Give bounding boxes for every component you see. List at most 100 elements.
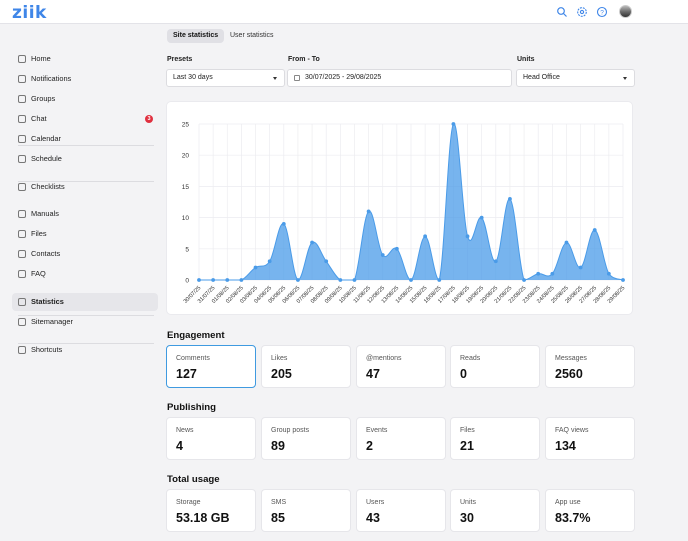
stat-card-users[interactable]: Users 43 bbox=[356, 489, 446, 532]
data-point bbox=[592, 228, 597, 232]
sidebar-item-label: Manuals bbox=[31, 209, 59, 218]
data-point bbox=[606, 271, 611, 276]
area-chart: 051015202530/07/2531/07/2501/08/2502/08/… bbox=[182, 122, 627, 305]
stat-value: 2560 bbox=[555, 367, 583, 381]
y-tick-label: 0 bbox=[185, 278, 189, 285]
calendar-icon bbox=[294, 75, 300, 81]
y-tick-label: 20 bbox=[182, 153, 190, 160]
sidebar-item-label: Schedule bbox=[31, 154, 62, 163]
search-icon[interactable] bbox=[556, 6, 568, 18]
sidebar-item-home[interactable]: Home bbox=[12, 50, 158, 68]
stat-value: 47 bbox=[366, 367, 380, 381]
sidebar-item-sitemanager[interactable]: Sitemanager bbox=[12, 313, 158, 331]
statistics-icon bbox=[18, 298, 26, 306]
stat-label: Comments bbox=[176, 355, 210, 362]
stat-card-units[interactable]: Units 30 bbox=[450, 489, 540, 532]
link-icon bbox=[18, 346, 26, 354]
presets-select[interactable]: Last 30 days bbox=[166, 69, 285, 87]
sidebar-divider bbox=[18, 145, 154, 146]
sidebar-item-label: Contacts bbox=[31, 249, 61, 258]
stat-card-app-use[interactable]: App use 83.7% bbox=[545, 489, 635, 532]
stat-label: Storage bbox=[176, 499, 201, 506]
sidebar-item-statistics[interactable]: Statistics bbox=[12, 293, 158, 311]
sidebar-item-files[interactable]: Files bbox=[12, 225, 158, 243]
data-point bbox=[465, 234, 470, 239]
presets-value: Last 30 days bbox=[173, 74, 213, 81]
faq-icon bbox=[18, 270, 26, 278]
stat-card-likes[interactable]: Likes 205 bbox=[261, 345, 351, 388]
sidebar-divider bbox=[18, 181, 154, 182]
home-icon bbox=[18, 55, 26, 63]
files-icon bbox=[18, 230, 26, 238]
sidebar-item-chat[interactable]: Chat 3 bbox=[12, 110, 158, 128]
stat-label: Events bbox=[366, 427, 388, 434]
data-point bbox=[338, 278, 343, 282]
data-point bbox=[197, 278, 201, 282]
help-icon[interactable]: ? bbox=[596, 6, 608, 18]
sidebar-item-checklists[interactable]: Checklists bbox=[12, 178, 158, 196]
stat-label: FAQ views bbox=[555, 427, 589, 434]
stat-label: Likes bbox=[271, 355, 288, 362]
stat-label: News bbox=[176, 427, 194, 434]
stat-label: SMS bbox=[271, 499, 287, 506]
data-point bbox=[211, 278, 216, 282]
stat-card-news[interactable]: News 4 bbox=[166, 417, 256, 460]
stat-card-comments[interactable]: Comments 127 bbox=[166, 345, 256, 388]
data-point bbox=[423, 234, 428, 239]
sidebar-item-label: Files bbox=[31, 229, 47, 238]
sidebar-item-manuals[interactable]: Manuals bbox=[12, 205, 158, 223]
stat-card-group-posts[interactable]: Group posts 89 bbox=[261, 417, 351, 460]
total-usage-title: Total usage bbox=[167, 474, 220, 485]
data-point bbox=[310, 240, 314, 245]
tab-user-statistics[interactable]: User statistics bbox=[230, 32, 274, 39]
stat-card-sms[interactable]: SMS 85 bbox=[261, 489, 351, 532]
y-tick-label: 25 bbox=[182, 122, 190, 129]
data-point bbox=[536, 271, 541, 276]
units-label: Units bbox=[517, 56, 535, 63]
stat-value: 30 bbox=[460, 511, 474, 525]
stat-value: 134 bbox=[555, 439, 576, 453]
stat-label: @mentions bbox=[366, 355, 402, 362]
svg-text:?: ? bbox=[600, 9, 604, 16]
statistics-chart: 0 5 10 15 20 25 30/07/25 31/07/25 01/08/25 02/08/… bbox=[166, 101, 633, 315]
stat-card-mentions[interactable]: @mentions 47 bbox=[356, 345, 446, 388]
sidebar-item-label: Groups bbox=[31, 94, 56, 103]
tab-site-statistics[interactable]: Site statistics bbox=[167, 29, 225, 43]
data-point bbox=[225, 278, 230, 282]
calendar-icon bbox=[18, 135, 26, 143]
sidebar-item-label: Statistics bbox=[31, 297, 64, 306]
user-avatar[interactable] bbox=[619, 5, 632, 18]
stat-card-reads[interactable]: Reads 0 bbox=[450, 345, 540, 388]
publishing-title: Publishing bbox=[167, 402, 217, 413]
groups-icon bbox=[18, 95, 26, 103]
stat-card-messages[interactable]: Messages 2560 bbox=[545, 345, 635, 388]
sidebar-divider bbox=[18, 315, 154, 316]
stat-card-storage[interactable]: Storage 53.18 GB bbox=[166, 489, 256, 532]
units-select[interactable]: Head Office bbox=[516, 69, 635, 87]
data-point bbox=[296, 278, 300, 282]
checklist-icon bbox=[18, 183, 26, 191]
stat-value: 85 bbox=[271, 511, 285, 525]
sidebar-item-schedule[interactable]: Schedule bbox=[12, 150, 158, 168]
sidebar-item-groups[interactable]: Groups bbox=[12, 90, 158, 108]
notification-badge: 3 bbox=[145, 115, 153, 123]
stat-card-events[interactable]: Events 2 bbox=[356, 417, 446, 460]
sidebar-item-contacts[interactable]: Contacts bbox=[12, 245, 158, 263]
data-point bbox=[479, 215, 484, 220]
sidebar-item-shortcuts[interactable]: Shortcuts bbox=[12, 341, 158, 359]
chevron-down-icon bbox=[273, 77, 277, 80]
sidebar-item-calendar[interactable]: Calendar bbox=[12, 130, 158, 148]
data-point bbox=[550, 271, 555, 276]
sidebar-item-label: Chat bbox=[31, 114, 47, 123]
gear-icon[interactable] bbox=[576, 6, 588, 18]
date-range-input[interactable]: 30/07/2025 - 29/08/2025 bbox=[287, 69, 512, 87]
stat-card-faq-views[interactable]: FAQ views 134 bbox=[545, 417, 635, 460]
date-range-value: 30/07/2025 - 29/08/2025 bbox=[305, 74, 382, 81]
stat-card-files[interactable]: Files 21 bbox=[450, 417, 540, 460]
sidebar-item-faq[interactable]: FAQ bbox=[12, 265, 158, 283]
ziik-logo[interactable]: ziik bbox=[12, 3, 47, 23]
stat-value: 53.18 GB bbox=[176, 511, 230, 525]
sidebar-item-label: Calendar bbox=[31, 134, 61, 143]
contacts-icon bbox=[18, 250, 26, 258]
sidebar-item-notifications[interactable]: Notifications bbox=[12, 70, 158, 88]
